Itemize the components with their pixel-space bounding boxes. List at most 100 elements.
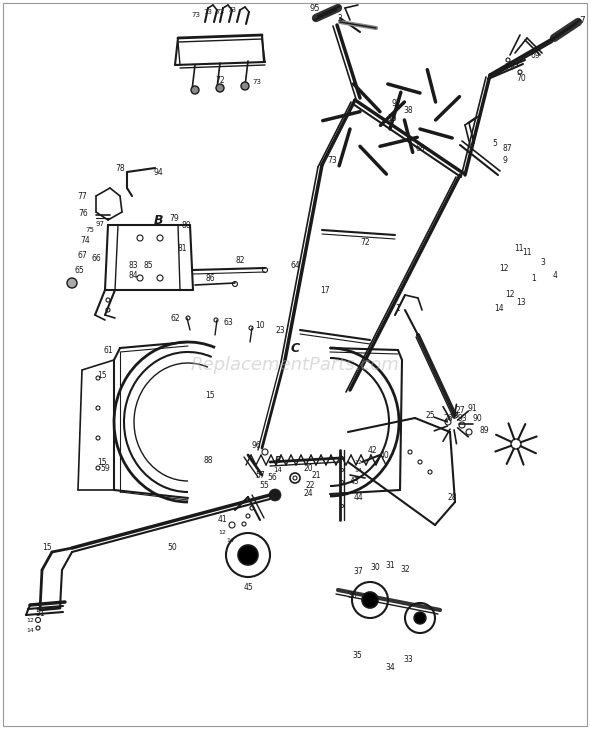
Text: 12: 12 — [26, 617, 34, 623]
Text: 88: 88 — [203, 456, 213, 464]
Text: 11: 11 — [514, 243, 524, 252]
Text: 76: 76 — [78, 208, 88, 217]
Text: 11: 11 — [522, 248, 532, 257]
Text: 14: 14 — [26, 628, 34, 633]
Text: 31: 31 — [385, 561, 395, 571]
Text: 93: 93 — [457, 413, 467, 423]
Text: 77: 77 — [77, 192, 87, 200]
Text: 34: 34 — [385, 663, 395, 672]
Text: 89: 89 — [479, 426, 489, 434]
Circle shape — [414, 612, 426, 624]
Text: 94: 94 — [153, 168, 163, 176]
Circle shape — [216, 84, 224, 92]
Text: 9: 9 — [503, 155, 507, 165]
Text: 91: 91 — [467, 403, 477, 413]
Circle shape — [238, 545, 258, 565]
Text: 72: 72 — [360, 238, 370, 246]
Text: 73: 73 — [192, 12, 201, 18]
Text: 35: 35 — [352, 650, 362, 660]
Text: 92: 92 — [391, 98, 401, 107]
Text: 32: 32 — [400, 566, 410, 574]
Text: 17: 17 — [320, 286, 330, 295]
Text: 26: 26 — [443, 413, 453, 423]
Text: 15: 15 — [205, 391, 215, 399]
Text: 15: 15 — [42, 544, 52, 553]
Text: 27: 27 — [455, 405, 465, 415]
Text: 38: 38 — [403, 106, 413, 114]
Text: 24: 24 — [303, 489, 313, 499]
Text: 12: 12 — [354, 459, 362, 464]
Text: 14: 14 — [494, 303, 504, 313]
Text: 86: 86 — [205, 273, 215, 283]
Text: 63: 63 — [223, 318, 233, 327]
Text: 40: 40 — [380, 451, 390, 459]
Text: 12: 12 — [505, 289, 514, 298]
Text: 95: 95 — [310, 4, 320, 12]
Text: 72: 72 — [215, 76, 225, 85]
Text: 68: 68 — [415, 144, 425, 152]
Text: 67: 67 — [77, 251, 87, 260]
Text: 16: 16 — [387, 114, 397, 122]
Text: 37: 37 — [353, 567, 363, 577]
Text: 65: 65 — [74, 265, 84, 275]
Text: B: B — [153, 214, 163, 227]
Text: 14: 14 — [354, 467, 362, 472]
Text: 71: 71 — [504, 63, 514, 71]
Text: 12: 12 — [218, 529, 226, 534]
Text: 57: 57 — [255, 470, 265, 480]
Text: 82: 82 — [235, 255, 245, 265]
Text: 28: 28 — [447, 494, 457, 502]
Text: 1: 1 — [396, 303, 401, 313]
Text: 12: 12 — [499, 263, 509, 273]
Text: 73: 73 — [204, 9, 212, 15]
Text: 36: 36 — [347, 591, 357, 601]
Text: 75: 75 — [86, 227, 94, 233]
Text: 62: 62 — [170, 313, 180, 322]
Text: 74: 74 — [80, 235, 90, 244]
Text: 20: 20 — [303, 464, 313, 472]
Text: 14: 14 — [226, 537, 234, 542]
Text: 23: 23 — [275, 326, 285, 335]
Text: 85: 85 — [143, 260, 153, 270]
Text: 84: 84 — [128, 270, 138, 279]
Text: 15: 15 — [97, 458, 107, 467]
Text: 73: 73 — [215, 9, 225, 15]
Text: 56: 56 — [267, 472, 277, 481]
Text: 87: 87 — [502, 144, 512, 152]
Text: 66: 66 — [91, 254, 101, 262]
Text: 59: 59 — [100, 464, 110, 472]
Text: 83: 83 — [128, 260, 138, 270]
Text: 78: 78 — [115, 163, 125, 173]
Text: 97: 97 — [96, 221, 104, 227]
Text: 44: 44 — [353, 494, 363, 502]
Text: 13: 13 — [516, 297, 526, 306]
Text: 21: 21 — [312, 472, 321, 480]
Text: 5: 5 — [493, 139, 497, 147]
Text: 1: 1 — [532, 273, 536, 283]
Text: 81: 81 — [177, 243, 187, 252]
Text: 96: 96 — [251, 440, 261, 450]
Text: 70: 70 — [516, 74, 526, 82]
Text: 73: 73 — [327, 155, 337, 165]
Text: 45: 45 — [243, 583, 253, 593]
Text: 41: 41 — [217, 515, 227, 524]
Text: 73: 73 — [228, 7, 237, 13]
Circle shape — [269, 489, 281, 501]
Text: 73: 73 — [253, 79, 261, 85]
Text: 55: 55 — [259, 480, 269, 489]
Text: 7: 7 — [579, 15, 585, 25]
Circle shape — [67, 278, 77, 288]
Text: 30: 30 — [370, 564, 380, 572]
Text: 14: 14 — [274, 467, 283, 473]
Text: 42: 42 — [367, 445, 377, 454]
Text: 3: 3 — [540, 257, 545, 267]
Text: 80: 80 — [181, 220, 191, 230]
Text: B: B — [275, 456, 281, 464]
Text: 15: 15 — [97, 370, 107, 380]
Text: 79: 79 — [169, 214, 179, 222]
Text: 22: 22 — [305, 481, 314, 491]
Text: 64: 64 — [290, 260, 300, 270]
Circle shape — [362, 592, 378, 608]
Text: 10: 10 — [255, 321, 265, 330]
Circle shape — [241, 82, 249, 90]
